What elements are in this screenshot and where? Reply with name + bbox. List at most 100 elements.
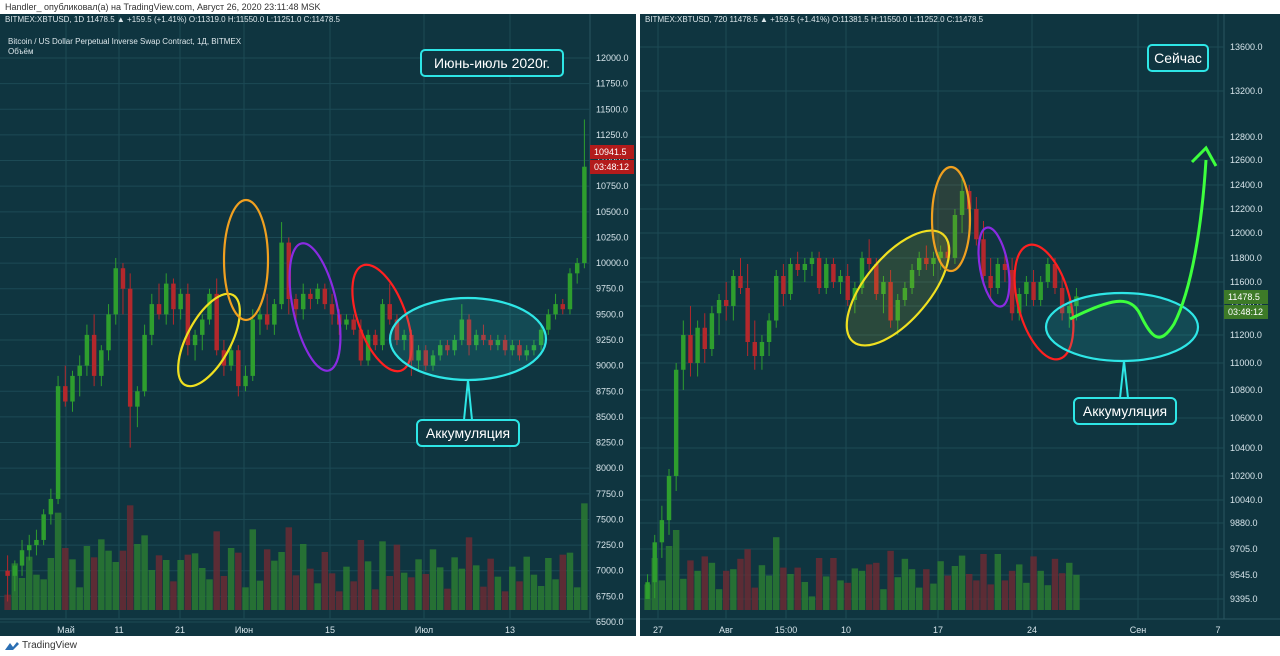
candle-body[interactable]: [135, 391, 140, 407]
candle-body[interactable]: [5, 570, 10, 576]
candle-body[interactable]: [185, 293, 191, 346]
candle-body[interactable]: [1038, 282, 1043, 300]
candle-body[interactable]: [582, 166, 587, 264]
candle-body[interactable]: [127, 288, 133, 407]
candle-body[interactable]: [567, 273, 573, 310]
candle-body[interactable]: [845, 276, 850, 300]
candle-body[interactable]: [824, 264, 829, 288]
candle-body[interactable]: [279, 242, 284, 305]
candle-body[interactable]: [293, 298, 299, 310]
candle-body[interactable]: [1045, 264, 1051, 282]
footer-brand[interactable]: TradingView: [22, 640, 78, 651]
candle-body[interactable]: [981, 239, 986, 276]
candle-body[interactable]: [1002, 264, 1008, 270]
candle-body[interactable]: [416, 350, 421, 361]
candle-body[interactable]: [959, 191, 965, 215]
candle-body[interactable]: [938, 251, 943, 258]
purple-ellipse[interactable]: [280, 239, 350, 375]
candle-body[interactable]: [781, 276, 786, 294]
candle-body[interactable]: [709, 313, 715, 349]
candle-body[interactable]: [452, 340, 457, 351]
candle-body[interactable]: [272, 304, 277, 325]
candle-body[interactable]: [788, 264, 793, 294]
candle-body[interactable]: [517, 345, 522, 356]
candle-body[interactable]: [546, 314, 551, 330]
candle-body[interactable]: [574, 263, 580, 274]
orange-ellipse[interactable]: [930, 165, 972, 273]
candle-body[interactable]: [1031, 282, 1036, 300]
candle-body[interactable]: [380, 304, 385, 346]
candle-body[interactable]: [351, 319, 356, 330]
accumulation-callout-box[interactable]: [416, 419, 520, 447]
now-badge-box[interactable]: [1147, 44, 1209, 72]
candle-body[interactable]: [401, 334, 407, 340]
candle-body[interactable]: [344, 319, 349, 325]
candle-body[interactable]: [510, 345, 515, 351]
candle-body[interactable]: [723, 300, 729, 306]
candle-body[interactable]: [178, 293, 183, 310]
candle-body[interactable]: [99, 350, 104, 376]
accumulation-callout-box[interactable]: [1073, 397, 1177, 425]
candle-body[interactable]: [70, 375, 75, 402]
purple-ellipse[interactable]: [973, 225, 1014, 309]
candle-body[interactable]: [77, 365, 82, 376]
candle-body[interactable]: [752, 342, 758, 356]
candle-body[interactable]: [214, 293, 219, 351]
candle-body[interactable]: [802, 264, 808, 270]
candle-body[interactable]: [26, 545, 32, 551]
candle-body[interactable]: [430, 355, 436, 366]
candle-body[interactable]: [163, 283, 169, 315]
period-badge-box[interactable]: [420, 49, 564, 77]
candle-body[interactable]: [666, 476, 672, 521]
candle-body[interactable]: [192, 334, 198, 346]
candle-body[interactable]: [315, 288, 320, 299]
candle-body[interactable]: [859, 258, 865, 288]
right-chart[interactable]: 13600.0 13200.0 12800.0 12600.0 12400.0 12200…: [640, 14, 1280, 636]
candle-body[interactable]: [831, 264, 836, 282]
candle-body[interactable]: [322, 288, 328, 305]
candle-body[interactable]: [358, 329, 364, 361]
candle-body[interactable]: [34, 539, 39, 546]
candle-body[interactable]: [916, 258, 922, 270]
candle-body[interactable]: [445, 345, 450, 351]
candle-body[interactable]: [257, 314, 263, 320]
candle-body[interactable]: [1059, 288, 1065, 314]
candle-body[interactable]: [207, 293, 212, 320]
candle-body[interactable]: [531, 345, 537, 351]
candle-body[interactable]: [560, 304, 566, 310]
candle-body[interactable]: [866, 258, 872, 264]
candle-body[interactable]: [874, 264, 879, 294]
candle-body[interactable]: [149, 304, 155, 335]
candle-body[interactable]: [91, 334, 97, 376]
candle-body[interactable]: [702, 327, 707, 349]
candle-body[interactable]: [48, 498, 54, 515]
candle-body[interactable]: [55, 386, 61, 499]
candle-body[interactable]: [1074, 296, 1079, 306]
candle-body[interactable]: [373, 334, 378, 346]
chart-divider[interactable]: [636, 14, 640, 636]
candle-body[interactable]: [19, 550, 25, 566]
candle-body[interactable]: [553, 304, 558, 315]
candle-body[interactable]: [924, 258, 929, 264]
candle-body[interactable]: [488, 340, 493, 346]
candle-body[interactable]: [502, 340, 508, 351]
candle-body[interactable]: [200, 319, 205, 335]
candle-body[interactable]: [1052, 264, 1058, 288]
candle-body[interactable]: [795, 264, 800, 270]
candle-body[interactable]: [481, 334, 486, 340]
candle-body[interactable]: [466, 319, 472, 346]
candle-body[interactable]: [745, 288, 750, 342]
candle-body[interactable]: [759, 342, 765, 356]
candle-body[interactable]: [308, 293, 313, 299]
candle-body[interactable]: [524, 350, 529, 356]
candle-body[interactable]: [888, 282, 893, 321]
candle-body[interactable]: [881, 282, 886, 294]
candle-body[interactable]: [809, 258, 815, 264]
candle-body[interactable]: [228, 350, 234, 366]
candle-body[interactable]: [264, 314, 270, 325]
candle-body[interactable]: [659, 520, 665, 543]
candle-body[interactable]: [243, 375, 248, 387]
candle-body[interactable]: [645, 582, 650, 599]
candle-body[interactable]: [387, 304, 392, 320]
candle-body[interactable]: [774, 276, 779, 321]
